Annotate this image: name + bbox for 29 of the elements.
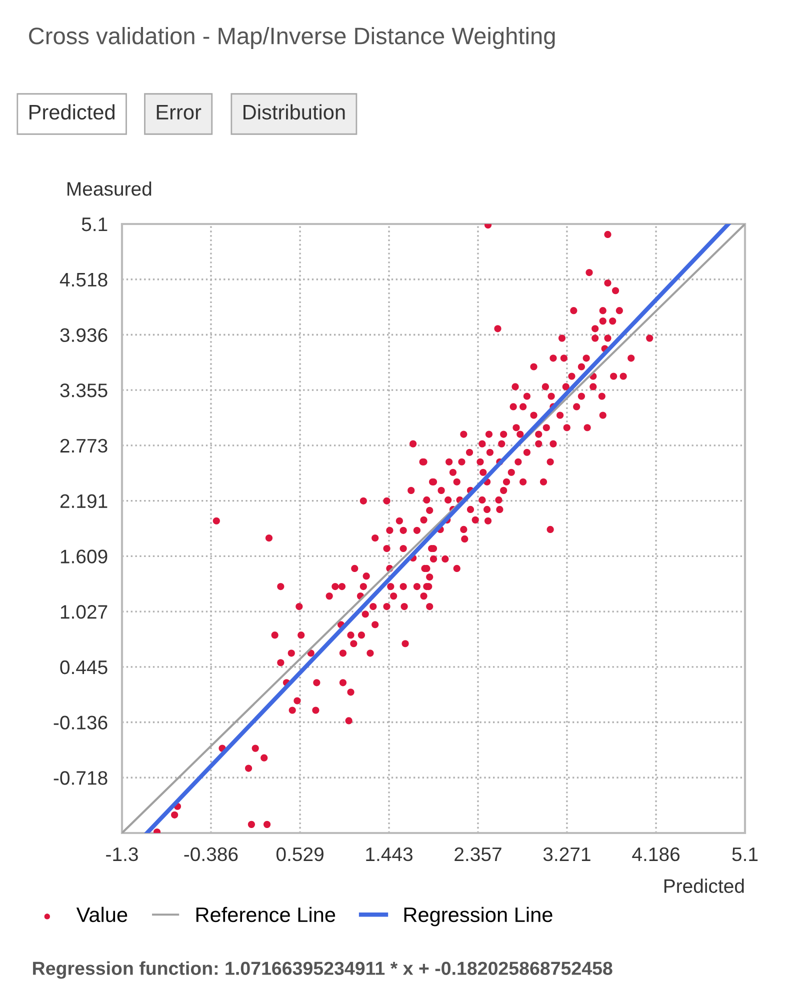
y-tick-label: 4.518 [60, 272, 108, 287]
y-tick-label: 2.191 [60, 494, 108, 508]
y-tick-label: -0.718 [54, 771, 108, 785]
y-tick-label: 3.936 [60, 328, 108, 342]
x-tick-label: 2.357 [454, 847, 502, 862]
y-axis-title: Measured [68, 182, 152, 196]
y-tick-label: 5.1 [82, 218, 108, 232]
x-tick-label: 4.186 [632, 847, 680, 862]
text: Error [156, 105, 202, 120]
x-tick-label: -0.386 [184, 847, 238, 862]
y-tick-label: 0.445 [60, 660, 108, 674]
y-tick-label: 2.773 [60, 438, 108, 453]
y-tick-label: -0.136 [54, 716, 108, 730]
text: Regression function: 1.07166395234911 * x + -0.182025868752458 [33, 961, 612, 979]
x-tick-label: 3.271 [543, 847, 590, 862]
legend-label: Value [76, 906, 128, 922]
y-tick-label: 3.355 [60, 384, 108, 398]
chart-title: Cross validation - Map/Inverse Distance Weighting [29, 26, 555, 50]
text: Predicted [30, 104, 114, 120]
legend-label: Reference Line [196, 906, 336, 922]
x-axis-title: Predicted [664, 878, 744, 893]
text: Distribution [244, 104, 345, 120]
y-tick-label: 1.027 [60, 605, 108, 619]
x-tick-label: 1.443 [366, 847, 412, 862]
x-tick-label: 0.529 [276, 847, 324, 862]
y-tick-label: 1.609 [60, 550, 108, 564]
x-tick-label: -1.3 [106, 847, 138, 862]
legend-label: Regression Line [404, 906, 552, 926]
x-tick-label: 5.1 [732, 848, 758, 862]
